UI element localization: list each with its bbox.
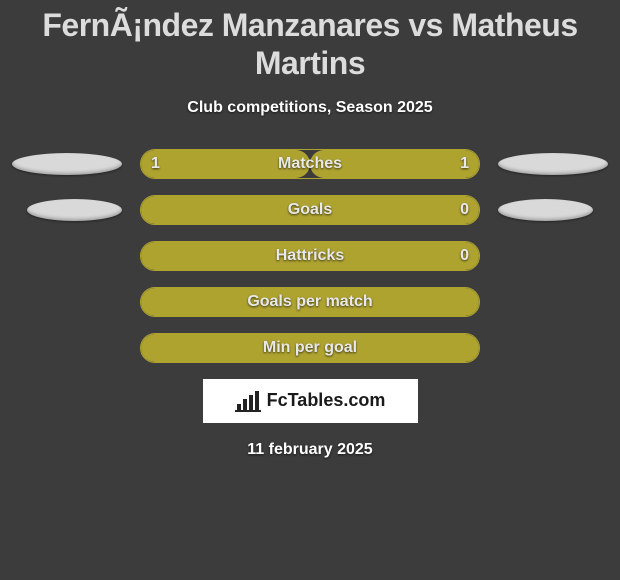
stat-bar: Matches11 xyxy=(140,149,480,179)
stats-rows: Matches11 Goals0 Hattricks0 Goals per match… xyxy=(0,149,620,363)
bar-fill-left xyxy=(141,150,310,178)
right-ellipse xyxy=(498,199,593,221)
date-label: 11 february 2025 xyxy=(0,441,620,459)
bar-fill-right xyxy=(310,150,479,178)
left-ellipse xyxy=(12,153,122,175)
stat-bar: Hattricks0 xyxy=(140,241,480,271)
brand-badge: FcTables.com xyxy=(203,379,418,423)
left-indicator-slot xyxy=(2,199,122,221)
stat-bar: Goals per match xyxy=(140,287,480,317)
stat-bar: Goals0 xyxy=(140,195,480,225)
stat-row: Goals per match xyxy=(0,287,620,317)
bar-fill xyxy=(141,242,479,270)
right-indicator-slot xyxy=(498,199,618,221)
page-title: FernÃ¡ndez Manzanares vs Matheus Martins xyxy=(0,0,620,83)
bar-fill xyxy=(141,288,479,316)
bar-fill xyxy=(141,334,479,362)
left-ellipse xyxy=(27,199,122,221)
brand-text: FcTables.com xyxy=(267,390,386,411)
stat-row: Matches11 xyxy=(0,149,620,179)
right-ellipse xyxy=(498,153,608,175)
comparison-card: FernÃ¡ndez Manzanares vs Matheus Martins… xyxy=(0,0,620,459)
subtitle: Club competitions, Season 2025 xyxy=(0,99,620,117)
bar-chart-icon xyxy=(235,390,261,412)
stat-row: Hattricks0 xyxy=(0,241,620,271)
stat-row: Goals0 xyxy=(0,195,620,225)
left-indicator-slot xyxy=(2,153,122,175)
stat-bar: Min per goal xyxy=(140,333,480,363)
stat-row: Min per goal xyxy=(0,333,620,363)
right-indicator-slot xyxy=(498,153,618,175)
bar-fill xyxy=(141,196,479,224)
